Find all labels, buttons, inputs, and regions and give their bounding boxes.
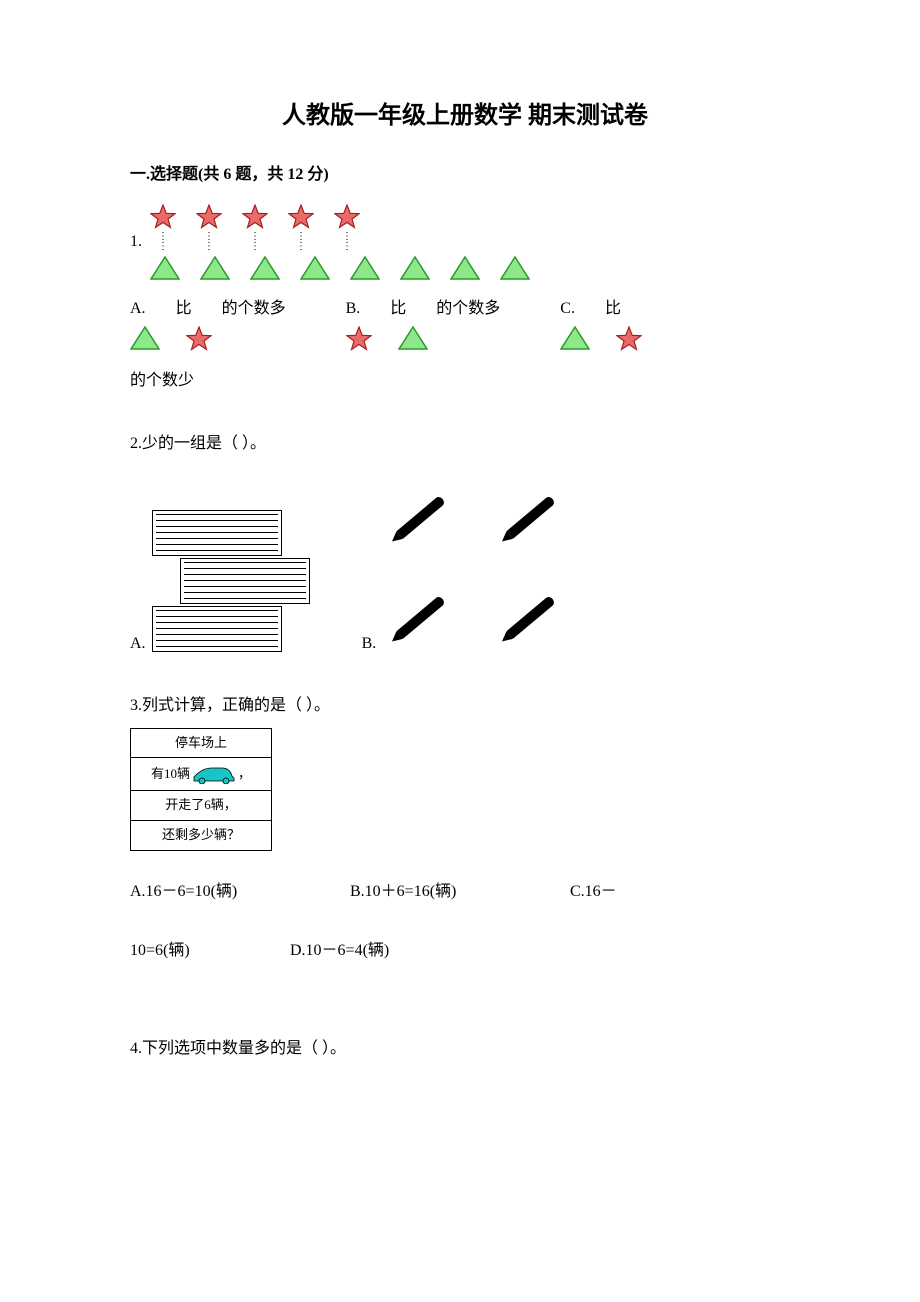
star-icon [150,204,176,230]
star-icon [186,326,212,352]
dots-icon: ⋮⋮ [296,232,306,252]
star-icon [242,204,268,230]
opt-c-mid: 比 [605,298,621,320]
q3-options-line2: 10=6(辆) D.10－6=4(辆) [130,940,800,998]
option-a: A. 比 的个数多 [130,298,286,352]
q4-text: 4.下列选项中数量多的是（ ）。 [130,1038,800,1060]
opt-a-end: 的个数多 [222,298,286,320]
triangle-icon [500,256,530,280]
question-1: 1. ⋮⋮ ⋮⋮ ⋮⋮ ⋮⋮ ⋮⋮ A. [130,204,800,393]
section-heading: 一.选择题(共 6 题，共 12 分) [130,164,800,186]
box-row-4: 还剩多少辆？ [131,821,271,850]
pencil-icon [382,575,462,655]
q2-text: 2.少的一组是（ ）。 [130,433,800,455]
opt-a-letter: A. [130,633,146,655]
star-icon [346,326,372,352]
option-a: A. [130,510,282,655]
option-c: C. 比 [560,298,642,352]
star-icon [196,204,222,230]
box-row-2: 有10辆 ， [131,758,271,791]
triangle-icon [250,256,280,280]
option-d: D.10－6=4(辆) [290,940,510,962]
opt-b-end: 的个数多 [436,298,500,320]
opt-b-mid: 比 [390,298,406,320]
pencil-icon [492,575,572,655]
star-icon [288,204,314,230]
triangle-icon [400,256,430,280]
q1-options: A. 比 的个数多 B. 比 的个数多 C. 比 [130,298,800,352]
opt-b-letter: B. [346,298,361,320]
star-icon [334,204,360,230]
option-c-cont: 10=6(辆) [130,940,290,962]
opt-a-letter: A. [130,298,146,320]
question-3: 3.列式计算，正确的是（ ）。 停车场上 有10辆 ， 开走了6辆， 还剩多少辆… [130,695,800,998]
triangle-icon [150,256,180,280]
triangle-icon [398,326,428,350]
option-b: B. 比 的个数多 [346,298,501,352]
box-r2-a: 有10辆 [151,766,190,783]
triangle-icon [560,326,590,350]
option-b: B. [362,475,603,655]
star-icon [616,326,642,352]
q3-word-problem-box: 停车场上 有10辆 ， 开走了6辆， 还剩多少辆？ [130,728,272,852]
question-4: 4.下列选项中数量多的是（ ）。 [130,1038,800,1060]
triangle-icon [200,256,230,280]
opt-c-letter: C. [560,298,575,320]
dots-icon: ⋮⋮ [342,232,352,252]
pencils-group [382,475,602,655]
q1-tail: 的个数少 [130,370,800,392]
option-a: A.16－6=10(辆) [130,881,350,903]
q3-options: A.16－6=10(辆) B.10＋6=16(辆) C.16－ [130,881,800,939]
triangle-icon [300,256,330,280]
box-r2-b: ， [238,766,251,783]
pencil-icon [382,475,462,555]
dots-icon: ⋮⋮ [204,232,214,252]
q1-diagram: ⋮⋮ ⋮⋮ ⋮⋮ ⋮⋮ ⋮⋮ [150,204,530,280]
opt-a-mid: 比 [176,298,192,320]
triangle-icon [350,256,380,280]
option-b: B.10＋6=16(辆) [350,881,570,903]
dots-icon: ⋮⋮ [250,232,260,252]
box-row-1: 停车场上 [131,729,271,759]
dots-icon: ⋮⋮ [158,232,168,252]
question-2: 2.少的一组是（ ）。 A. B. [130,433,800,655]
option-c: C.16－ [570,881,790,903]
triangle-icon [130,326,160,350]
pencil-icon [492,475,572,555]
q3-text: 3.列式计算，正确的是（ ）。 [130,695,800,717]
striped-blocks-icon [152,510,282,655]
q1-number: 1. [130,231,142,253]
page-title: 人教版一年级上册数学 期末测试卷 [130,100,800,134]
car-icon [192,764,236,784]
opt-b-letter: B. [362,633,377,655]
triangle-icon [450,256,480,280]
box-row-3: 开走了6辆， [131,791,271,821]
